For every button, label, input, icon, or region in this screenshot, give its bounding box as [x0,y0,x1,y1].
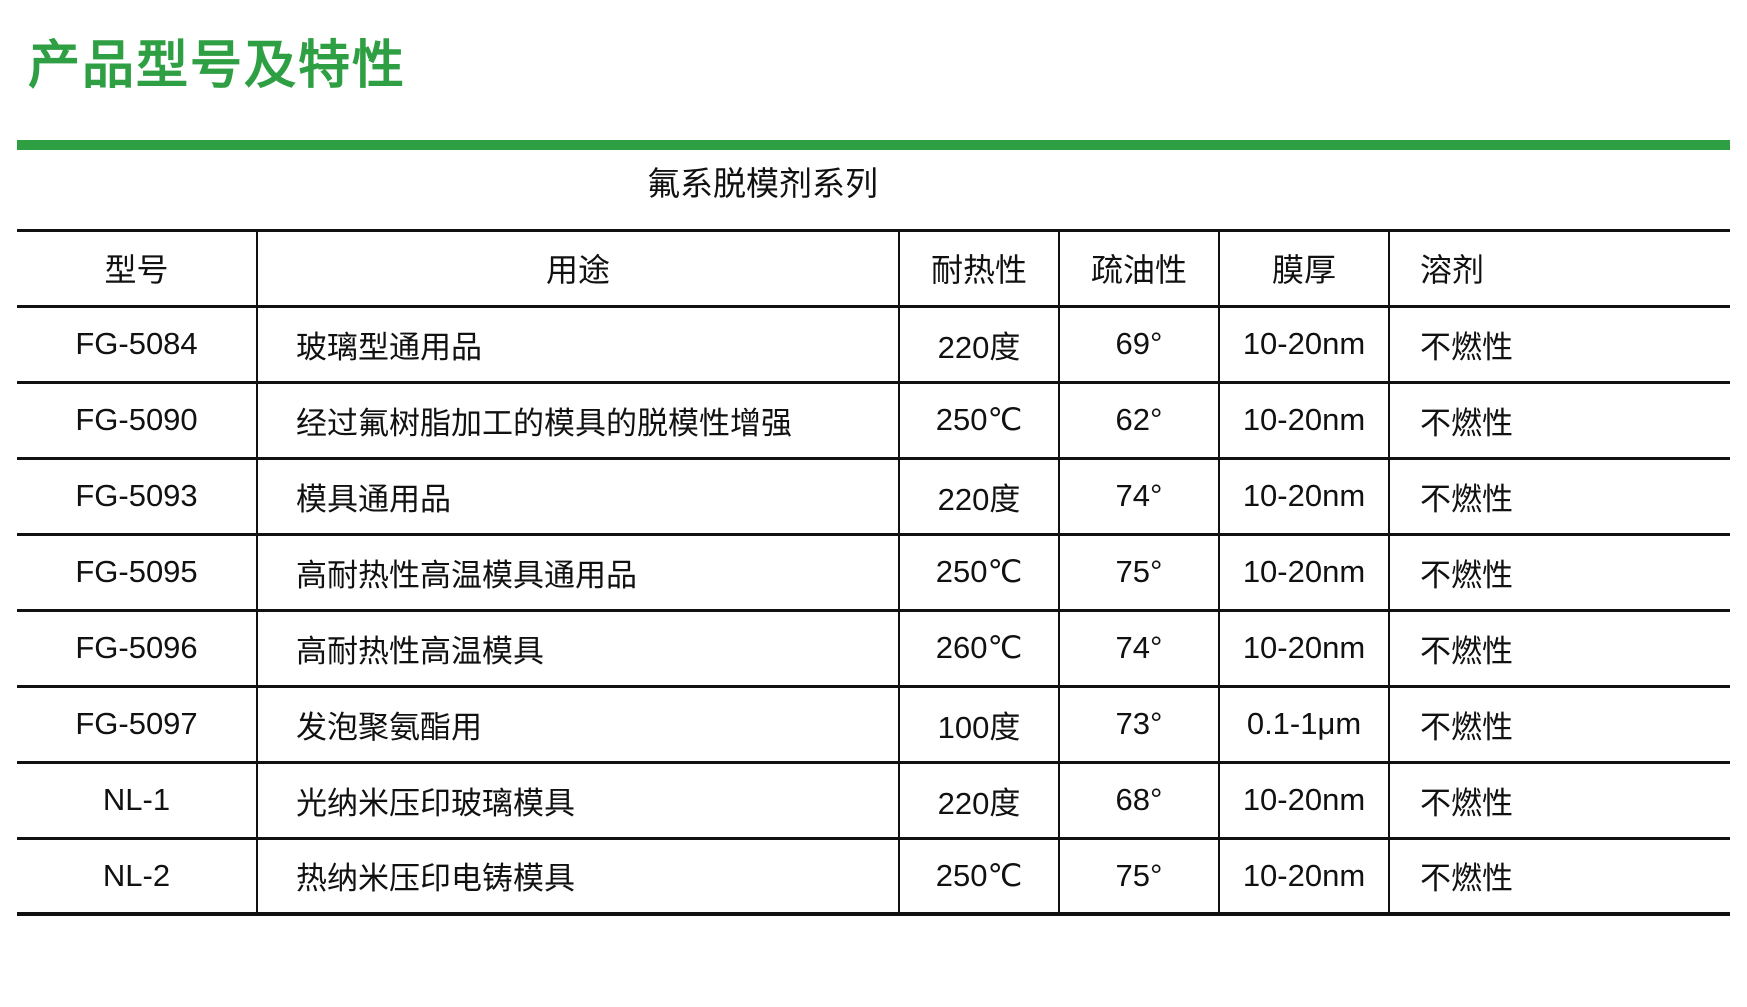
title-underline-bar [17,140,1730,151]
cell-heat-resistance: 250℃ [898,838,1059,915]
cell-heat-resistance: 220度 [898,458,1059,535]
col-header-film-thickness: 膜厚 [1218,230,1389,307]
table-row: FG-5097 发泡聚氨酯用 100度 73° 0.1-1μm 不燃性 [17,686,1730,763]
cell-oleophobicity: 74° [1058,458,1219,535]
cell-oleophobicity: 75° [1058,534,1219,611]
cell-solvent: 不燃性 [1388,838,1730,915]
cell-film-thickness: 10-20nm [1218,306,1389,383]
cell-solvent: 不燃性 [1388,306,1730,383]
cell-film-thickness: 10-20nm [1218,838,1389,915]
col-header-model: 型号 [104,252,169,289]
cell-model: FG-5090 [75,402,198,438]
cell-film-thickness: 10-20nm [1218,610,1389,687]
cell-solvent: 不燃性 [1388,458,1730,535]
cell-solvent: 不燃性 [1388,382,1730,459]
cell-use: 热纳米压印电铸模具 [256,838,899,915]
cell-heat-resistance: 220度 [898,762,1059,839]
cell-oleophobicity: 74° [1058,610,1219,687]
cell-model: FG-5093 [75,478,198,514]
cell-oleophobicity: 69° [1058,306,1219,383]
product-spec-table: 型号 用途 耐热性 疏油性 膜厚 溶剂 FG-5084 玻璃型通用品 220度 69°… [17,229,1730,917]
cell-film-thickness: 10-20nm [1218,458,1389,535]
cell-solvent: 不燃性 [1388,610,1730,687]
cell-film-thickness: 10-20nm [1218,534,1389,611]
table-row: FG-5093 模具通用品 220度 74° 10-20nm 不燃性 [17,458,1730,535]
cell-oleophobicity: 75° [1058,838,1219,915]
cell-use: 玻璃型通用品 [256,306,899,383]
col-header-use: 用途 [256,230,899,307]
table-row: FG-5090 经过氟树脂加工的模具的脱模性增强 250℃ 62° 10-20nm 不燃性 [17,382,1730,459]
cell-use: 高耐热性高温模具 [256,610,899,687]
table-header-row: 型号 用途 耐热性 疏油性 膜厚 溶剂 [17,230,1730,307]
cell-use: 光纳米压印玻璃模具 [256,762,899,839]
table-row: FG-5095 高耐热性高温模具通用品 250℃ 75° 10-20nm 不燃性 [17,534,1730,611]
table-row: FG-5096 高耐热性高温模具 260℃ 74° 10-20nm 不燃性 [17,610,1730,687]
table-row: NL-2 热纳米压印电铸模具 250℃ 75° 10-20nm 不燃性 [17,838,1730,915]
cell-model: NL-2 [102,857,171,893]
cell-oleophobicity: 68° [1058,762,1219,839]
cell-model: FG-5097 [75,706,198,742]
col-header-solvent: 溶剂 [1388,230,1730,307]
cell-film-thickness: 10-20nm [1218,382,1389,459]
cell-model: FG-5095 [75,554,198,590]
cell-oleophobicity: 73° [1058,686,1219,763]
cell-heat-resistance: 250℃ [898,382,1059,459]
cell-film-thickness: 10-20nm [1218,762,1389,839]
cell-solvent: 不燃性 [1388,686,1730,763]
cell-heat-resistance: 260℃ [898,610,1059,687]
cell-oleophobicity: 62° [1058,382,1219,459]
cell-film-thickness: 0.1-1μm [1218,686,1389,763]
cell-model: FG-5096 [75,630,198,666]
cell-use: 经过氟树脂加工的模具的脱模性增强 [256,382,899,459]
cell-heat-resistance: 220度 [898,306,1059,383]
table-body: FG-5084 玻璃型通用品 220度 69° 10-20nm 不燃性 FG-5090 经过氟… [17,306,1730,915]
col-header-oleophobicity: 疏油性 [1058,230,1219,307]
page-title: 产品型号及特性 [28,37,407,95]
table-series-title: 氟系脱模剂系列 [647,165,878,203]
cell-heat-resistance: 250℃ [898,534,1059,611]
table-row: FG-5084 玻璃型通用品 220度 69° 10-20nm 不燃性 [17,306,1730,383]
cell-model: FG-5084 [75,326,198,362]
cell-use: 高耐热性高温模具通用品 [256,534,899,611]
cell-model: NL-1 [102,782,171,818]
table-row: NL-1 光纳米压印玻璃模具 220度 68° 10-20nm 不燃性 [17,762,1730,839]
col-header-heat-resistance: 耐热性 [898,230,1059,307]
cell-heat-resistance: 100度 [898,686,1059,763]
cell-solvent: 不燃性 [1388,762,1730,839]
cell-use: 发泡聚氨酯用 [256,686,899,763]
cell-solvent: 不燃性 [1388,534,1730,611]
cell-use: 模具通用品 [256,458,899,535]
